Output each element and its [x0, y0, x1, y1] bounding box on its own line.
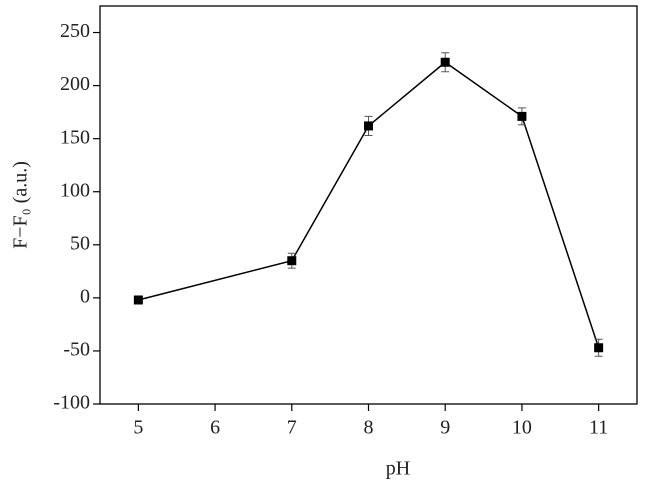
- y-tick-label: 50: [70, 232, 90, 254]
- plot-frame: [99, 5, 638, 405]
- x-tick-label: 11: [589, 417, 608, 439]
- data-point: [440, 57, 450, 67]
- data-point: [594, 343, 604, 353]
- y-tick-label: -50: [63, 339, 90, 361]
- y-tick-label: 250: [60, 20, 90, 42]
- x-tick-label: 6: [210, 417, 220, 439]
- x-tick-label: 7: [287, 417, 297, 439]
- y-tick-label: -100: [53, 392, 90, 414]
- y-tick-label: 200: [60, 73, 90, 95]
- data-point: [517, 111, 527, 121]
- data-point: [133, 295, 143, 305]
- y-tick-label: 150: [60, 126, 90, 148]
- x-tick-label: 10: [512, 417, 532, 439]
- data-point: [364, 121, 373, 131]
- x-tick-label: 8: [364, 417, 374, 439]
- data-point: [287, 256, 297, 266]
- x-tick-label: 5: [133, 417, 143, 439]
- x-axis-label: pH: [386, 458, 410, 480]
- y-axis-label: F−F₀ (a.u.): [10, 161, 32, 249]
- y-tick-label: 0: [80, 285, 90, 307]
- data-line: [138, 61, 600, 348]
- x-tick-label: 9: [440, 417, 450, 439]
- y-tick-label: 100: [60, 179, 90, 201]
